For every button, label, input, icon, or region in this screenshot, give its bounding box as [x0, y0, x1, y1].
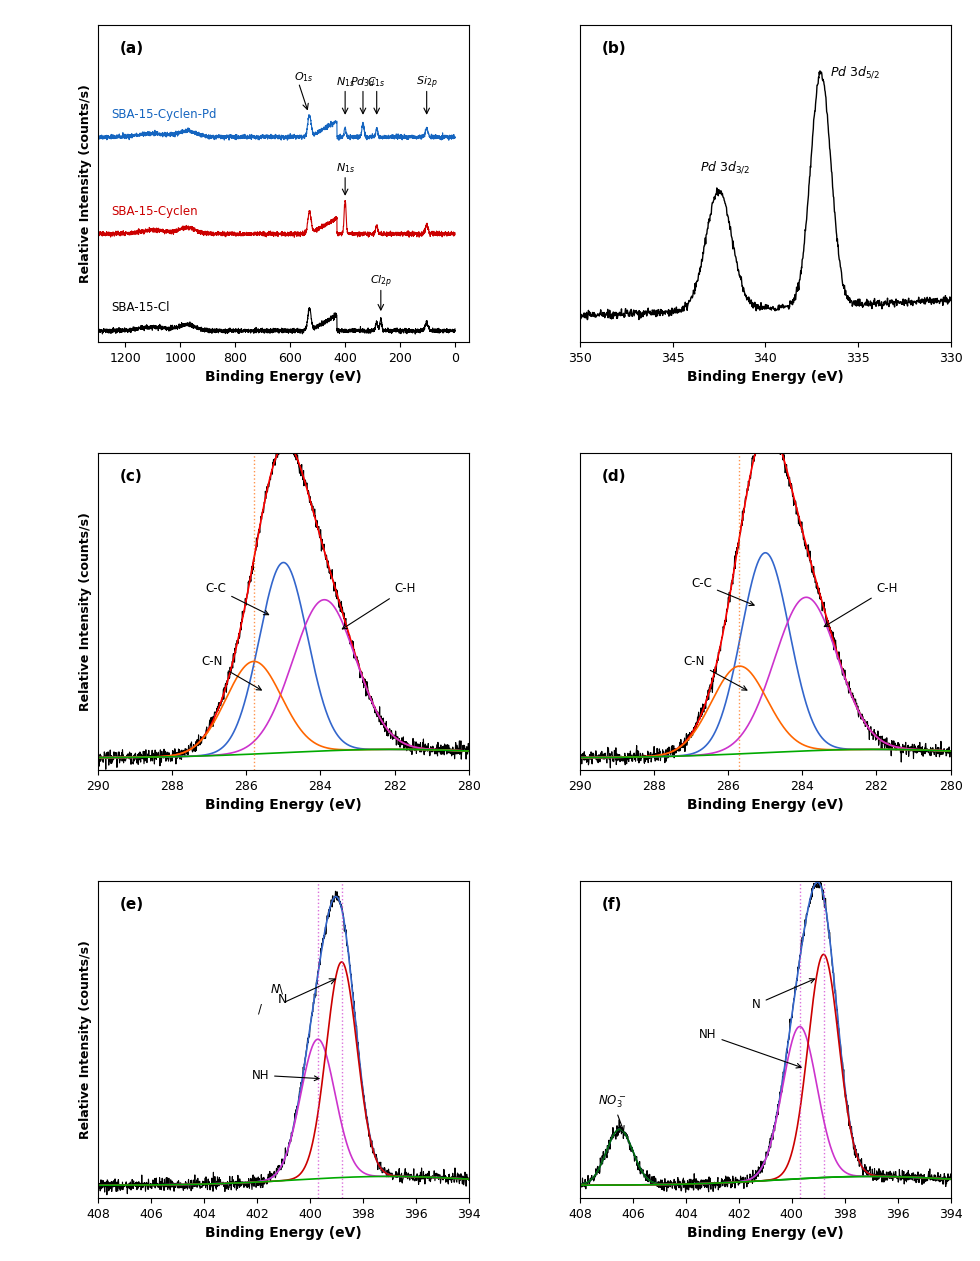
- X-axis label: Binding Energy (eV): Binding Energy (eV): [687, 371, 844, 385]
- SBA-15-Cyclen-Pd: [303, 107, 315, 122]
- Text: C-H: C-H: [824, 583, 898, 627]
- SBA-15-Cyclen-Pd: [133, 127, 145, 142]
- Text: C-N: C-N: [684, 656, 747, 690]
- SBA-15-Cyclen-Pd: [333, 132, 345, 148]
- SBA-15-Cl: [154, 320, 166, 335]
- X-axis label: Binding Energy (eV): Binding Energy (eV): [205, 371, 362, 385]
- Text: SBA-15-Cl: SBA-15-Cl: [112, 301, 171, 314]
- Text: NH: NH: [252, 1069, 319, 1082]
- Text: $N_{1s}$: $N_{1s}$: [335, 161, 355, 175]
- Text: $/$: $/$: [257, 1002, 263, 1016]
- SBA-15-Cyclen: [244, 226, 256, 241]
- Text: $Pd_{3d}$: $Pd_{3d}$: [350, 76, 375, 88]
- SBA-15-Cl: [410, 327, 421, 342]
- Text: C-C: C-C: [691, 578, 755, 605]
- SBA-15-Cyclen-Pd: [404, 127, 416, 142]
- SBA-15-Cyclen: [92, 226, 104, 241]
- Text: (c): (c): [121, 469, 143, 484]
- Y-axis label: Relative Intensity (counts/s): Relative Intensity (counts/s): [79, 939, 92, 1139]
- Line: SBA-15-Cyclen-Pd: SBA-15-Cyclen-Pd: [98, 115, 455, 140]
- SBA-15-Cyclen: [133, 221, 145, 236]
- SBA-15-Cyclen-Pd: [244, 130, 256, 145]
- Text: (b): (b): [602, 42, 627, 55]
- Text: $N\backslash$: $N\backslash$: [270, 982, 285, 996]
- Text: NH: NH: [699, 1028, 802, 1068]
- SBA-15-Cl: [442, 322, 454, 337]
- Text: $Pd\ 3d_{5/2}$: $Pd\ 3d_{5/2}$: [830, 64, 880, 79]
- Text: $C_{1s}$: $C_{1s}$: [368, 76, 386, 88]
- SBA-15-Cl: [244, 323, 256, 338]
- Text: SBA-15-Cyclen-Pd: SBA-15-Cyclen-Pd: [112, 107, 218, 121]
- SBA-15-Cl: [133, 320, 145, 335]
- Text: (a): (a): [121, 42, 144, 55]
- Text: (e): (e): [121, 897, 144, 912]
- Y-axis label: Relative Intensity (counts/s): Relative Intensity (counts/s): [79, 84, 92, 284]
- SBA-15-Cyclen: [442, 226, 454, 241]
- Text: C-H: C-H: [342, 583, 416, 629]
- X-axis label: Binding Energy (eV): Binding Energy (eV): [205, 1226, 362, 1241]
- SBA-15-Cyclen-Pd: [449, 130, 461, 145]
- Text: $Cl_{2p}$: $Cl_{2p}$: [369, 274, 392, 290]
- X-axis label: Binding Energy (eV): Binding Energy (eV): [687, 798, 844, 812]
- Text: N: N: [278, 992, 287, 1006]
- SBA-15-Cyclen-Pd: [229, 131, 241, 146]
- SBA-15-Cyclen: [404, 226, 416, 241]
- Text: C-N: C-N: [202, 656, 262, 690]
- SBA-15-Cl: [404, 323, 416, 338]
- SBA-15-Cl: [229, 323, 241, 338]
- Text: N: N: [752, 979, 814, 1011]
- Text: SBA-15-Cyclen: SBA-15-Cyclen: [112, 204, 198, 217]
- SBA-15-Cyclen-Pd: [92, 129, 104, 144]
- Text: $NO_3^-$: $NO_3^-$: [599, 1093, 627, 1131]
- SBA-15-Cyclen-Pd: [442, 129, 454, 144]
- SBA-15-Cl: [304, 300, 316, 315]
- Line: SBA-15-Cl: SBA-15-Cl: [98, 308, 455, 334]
- Text: (d): (d): [602, 469, 626, 484]
- Text: C-C: C-C: [206, 583, 269, 614]
- SBA-15-Cyclen: [154, 222, 166, 237]
- Text: $Si_{2p}$: $Si_{2p}$: [416, 74, 437, 91]
- SBA-15-Cyclen: [339, 193, 351, 208]
- SBA-15-Cyclen: [449, 227, 461, 242]
- X-axis label: Binding Energy (eV): Binding Energy (eV): [687, 1226, 844, 1241]
- X-axis label: Binding Energy (eV): Binding Energy (eV): [205, 798, 362, 812]
- SBA-15-Cyclen: [229, 226, 241, 241]
- Text: (f): (f): [602, 897, 622, 912]
- SBA-15-Cl: [449, 322, 461, 337]
- Y-axis label: Relative Intensity (counts/s): Relative Intensity (counts/s): [79, 512, 92, 711]
- SBA-15-Cl: [92, 324, 104, 339]
- Text: $N_{1s}$: $N_{1s}$: [335, 76, 355, 88]
- Text: $Pd\ 3d_{3/2}$: $Pd\ 3d_{3/2}$: [701, 159, 751, 175]
- SBA-15-Cyclen-Pd: [154, 129, 166, 144]
- Text: $O_{1s}$: $O_{1s}$: [294, 69, 314, 83]
- SBA-15-Cyclen: [288, 230, 300, 245]
- Line: SBA-15-Cyclen: SBA-15-Cyclen: [98, 200, 455, 237]
